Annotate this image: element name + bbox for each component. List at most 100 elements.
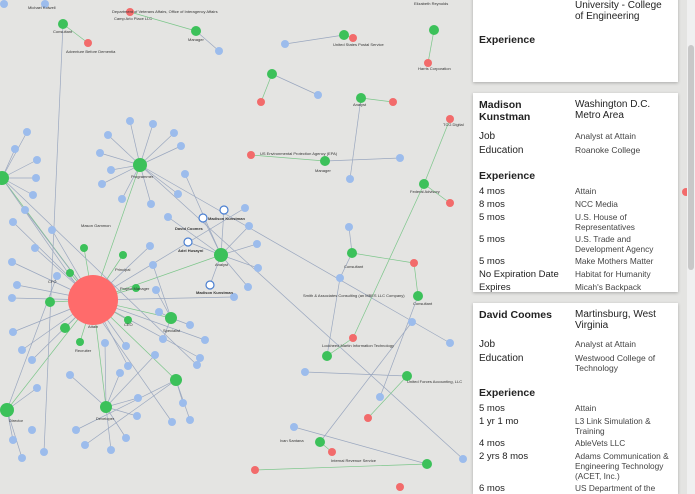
person-node[interactable] xyxy=(28,356,36,364)
person-node[interactable] xyxy=(81,441,89,449)
company-node[interactable] xyxy=(364,414,372,422)
person-node[interactable] xyxy=(126,117,134,125)
selected-person-node[interactable] xyxy=(183,237,193,247)
person-node[interactable] xyxy=(345,223,353,231)
job-title-node[interactable] xyxy=(320,156,330,166)
person-node[interactable] xyxy=(124,362,132,370)
person-node[interactable] xyxy=(376,393,384,401)
person-node[interactable] xyxy=(290,423,298,431)
job-title-node[interactable] xyxy=(119,251,127,259)
person-node[interactable] xyxy=(181,170,189,178)
person-node[interactable] xyxy=(101,339,109,347)
person-node[interactable] xyxy=(253,240,261,248)
job-title-node[interactable] xyxy=(165,312,177,324)
person-node[interactable] xyxy=(8,294,16,302)
job-title-node[interactable] xyxy=(347,248,357,258)
job-title-node[interactable] xyxy=(124,316,132,324)
job-title-node[interactable] xyxy=(76,338,84,346)
person-node[interactable] xyxy=(164,213,172,221)
company-node[interactable] xyxy=(446,115,454,123)
person-node[interactable] xyxy=(314,91,322,99)
job-title-node[interactable] xyxy=(422,459,432,469)
person-node[interactable] xyxy=(177,142,185,150)
job-title-node[interactable] xyxy=(80,244,88,252)
person-node[interactable] xyxy=(107,446,115,454)
person-node[interactable] xyxy=(215,47,223,55)
company-node[interactable] xyxy=(349,334,357,342)
job-title-node[interactable] xyxy=(58,19,68,29)
company-node[interactable] xyxy=(446,199,454,207)
person-node[interactable] xyxy=(9,328,17,336)
person-node[interactable] xyxy=(122,434,130,442)
job-title-node[interactable] xyxy=(419,179,429,189)
person-node[interactable] xyxy=(241,204,249,212)
job-title-node[interactable] xyxy=(0,171,9,185)
person-node[interactable] xyxy=(244,283,252,291)
job-title-node[interactable] xyxy=(315,437,325,447)
job-title-node[interactable] xyxy=(356,93,366,103)
selected-person-node[interactable] xyxy=(198,213,208,223)
person-node[interactable] xyxy=(66,371,74,379)
job-title-node[interactable] xyxy=(132,284,140,292)
person-node[interactable] xyxy=(53,272,61,280)
person-node[interactable] xyxy=(32,174,40,182)
person-node[interactable] xyxy=(18,454,26,462)
selected-person-node[interactable] xyxy=(205,280,215,290)
person-node[interactable] xyxy=(149,261,157,269)
person-node[interactable] xyxy=(72,426,80,434)
person-node[interactable] xyxy=(8,258,16,266)
person-node[interactable] xyxy=(41,0,49,8)
person-node[interactable] xyxy=(396,154,404,162)
person-node[interactable] xyxy=(118,195,126,203)
company-node[interactable] xyxy=(84,39,92,47)
person-node[interactable] xyxy=(104,131,112,139)
person-node[interactable] xyxy=(134,394,142,402)
person-node[interactable] xyxy=(96,149,104,157)
job-title-node[interactable] xyxy=(45,297,55,307)
job-title-node[interactable] xyxy=(429,25,439,35)
person-node[interactable] xyxy=(21,206,29,214)
person-node[interactable] xyxy=(201,336,209,344)
job-title-node[interactable] xyxy=(66,269,74,277)
company-node[interactable] xyxy=(389,98,397,106)
person-node[interactable] xyxy=(179,399,187,407)
company-node[interactable] xyxy=(424,59,432,67)
person-node[interactable] xyxy=(23,128,31,136)
person-node[interactable] xyxy=(18,346,26,354)
company-node[interactable] xyxy=(328,448,336,456)
job-title-node[interactable] xyxy=(133,158,147,172)
company-node[interactable] xyxy=(247,151,255,159)
person-node[interactable] xyxy=(122,342,130,350)
person-node[interactable] xyxy=(346,175,354,183)
person-node[interactable] xyxy=(186,321,194,329)
person-node[interactable] xyxy=(174,190,182,198)
person-node[interactable] xyxy=(9,218,17,226)
job-title-node[interactable] xyxy=(402,371,412,381)
person-node[interactable] xyxy=(29,191,37,199)
person-node[interactable] xyxy=(146,242,154,250)
company-node[interactable] xyxy=(251,466,259,474)
person-node[interactable] xyxy=(0,0,8,8)
company-node[interactable] xyxy=(257,98,265,106)
person-node[interactable] xyxy=(28,426,36,434)
person-node[interactable] xyxy=(408,318,416,326)
person-node[interactable] xyxy=(31,244,39,252)
job-title-node[interactable] xyxy=(170,374,182,386)
person-node[interactable] xyxy=(193,361,201,369)
person-node[interactable] xyxy=(336,274,344,282)
person-node[interactable] xyxy=(168,418,176,426)
company-node[interactable] xyxy=(349,34,357,42)
company-node[interactable] xyxy=(396,483,404,491)
person-node[interactable] xyxy=(13,281,21,289)
person-node[interactable] xyxy=(151,351,159,359)
person-node[interactable] xyxy=(301,368,309,376)
person-node[interactable] xyxy=(9,436,17,444)
person-node[interactable] xyxy=(159,335,167,343)
selected-person-node[interactable] xyxy=(219,205,229,215)
person-node[interactable] xyxy=(245,222,253,230)
company-node[interactable] xyxy=(410,259,418,267)
person-node[interactable] xyxy=(155,308,163,316)
person-node[interactable] xyxy=(254,264,262,272)
